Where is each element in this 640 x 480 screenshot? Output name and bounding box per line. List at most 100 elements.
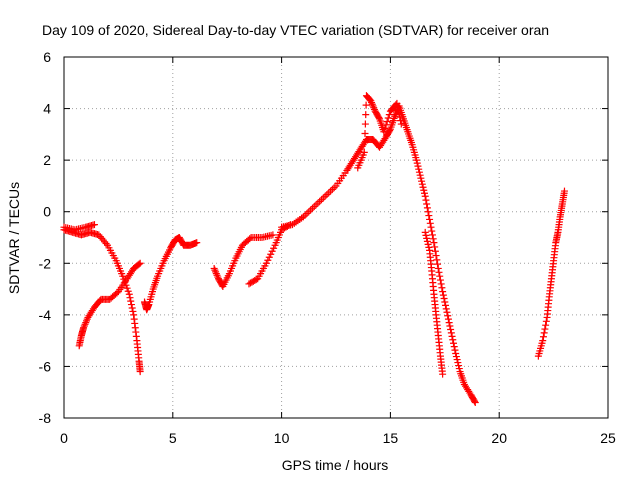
- data-point: [123, 284, 131, 292]
- data-point: [212, 270, 220, 278]
- data-point: [384, 114, 392, 122]
- data-point: [414, 162, 422, 170]
- series-segment-4h: [141, 234, 201, 314]
- data-point: [328, 185, 336, 193]
- data-point: [430, 239, 438, 247]
- data-point: [211, 266, 219, 274]
- data-point: [540, 329, 548, 337]
- data-point: [450, 343, 458, 351]
- data-point: [418, 177, 426, 185]
- data-point: [321, 192, 329, 200]
- data-point: [437, 280, 445, 288]
- plot-frame: [63, 56, 609, 419]
- y-tick-label: 0: [43, 204, 51, 220]
- data-point: [445, 319, 453, 327]
- data-point: [210, 264, 218, 272]
- data-point: [360, 148, 368, 156]
- y-axis-label: SDTVAR / TECUs: [6, 182, 22, 294]
- data-point: [327, 187, 335, 195]
- data-point: [446, 322, 454, 330]
- data-point: [421, 192, 429, 200]
- data-point: [448, 332, 456, 340]
- data-point: [423, 200, 431, 208]
- data-point: [380, 128, 388, 136]
- data-point: [303, 209, 311, 217]
- data-point: [442, 305, 450, 313]
- data-point: [450, 339, 458, 347]
- data-point: [127, 297, 135, 305]
- data-point: [471, 397, 479, 405]
- y-tick-label: -4: [39, 307, 52, 323]
- x-tick-labels: 0 5 10 15 20 25: [60, 430, 616, 446]
- data-point: [455, 362, 463, 370]
- data-point: [383, 117, 391, 125]
- data-point: [455, 365, 463, 373]
- data-point: [81, 320, 89, 328]
- x-tick-label: 0: [60, 430, 68, 446]
- data-point: [90, 221, 98, 229]
- data-point: [426, 219, 434, 227]
- data-point: [439, 288, 447, 296]
- data-point: [129, 307, 137, 315]
- data-point: [367, 97, 375, 105]
- data-point: [423, 237, 431, 245]
- data-point: [127, 301, 135, 309]
- data-point: [268, 247, 276, 255]
- y-tick-label: 6: [43, 49, 51, 65]
- data-point: [428, 231, 436, 239]
- data-point: [82, 317, 90, 325]
- data-point: [422, 231, 430, 239]
- data-point: [452, 350, 460, 358]
- data-point: [423, 234, 431, 242]
- data-point: [439, 291, 447, 299]
- data-point: [317, 196, 325, 204]
- data-point: [375, 114, 383, 122]
- data-point: [125, 290, 133, 298]
- data-point: [310, 203, 318, 211]
- data-point: [454, 359, 462, 367]
- data-point: [436, 272, 444, 280]
- x-tick-label: 25: [600, 430, 616, 446]
- data-point: [264, 256, 272, 264]
- data-point: [542, 321, 550, 329]
- data-point: [193, 239, 201, 247]
- data-point: [434, 260, 442, 268]
- y-tick-label: 4: [43, 101, 51, 117]
- data-point: [391, 112, 399, 120]
- data-point: [269, 231, 277, 239]
- data-point: [425, 243, 433, 251]
- data-point: [431, 247, 439, 255]
- data-point: [451, 346, 459, 354]
- data-point: [265, 253, 273, 261]
- series-segment-7h: [210, 231, 277, 290]
- data-point: [416, 171, 424, 179]
- data-point: [370, 105, 378, 113]
- data-point: [442, 301, 450, 309]
- data-point: [325, 189, 333, 197]
- data-point: [391, 111, 399, 119]
- data-point: [471, 399, 479, 407]
- chart-title: Day 109 of 2020, Sidereal Day-to-day VTE…: [42, 22, 549, 38]
- data-point: [447, 325, 455, 333]
- data-point: [308, 204, 316, 212]
- data-point: [136, 259, 144, 267]
- y-tick-label: -2: [39, 255, 52, 271]
- series-spike-14h: [354, 92, 405, 172]
- data-point: [395, 110, 403, 118]
- data-point: [368, 99, 376, 107]
- data-point: [385, 111, 393, 119]
- data-point: [382, 121, 390, 129]
- x-axis-label: GPS time / hours: [282, 457, 389, 473]
- data-point: [541, 325, 549, 333]
- data-point: [436, 276, 444, 284]
- data-point: [447, 329, 455, 337]
- data-point: [420, 186, 428, 194]
- data-point: [396, 113, 404, 121]
- data-point: [433, 256, 441, 264]
- data-point: [80, 324, 88, 332]
- x-tick-label: 15: [383, 430, 399, 446]
- data-point: [119, 272, 127, 280]
- data-point: [362, 111, 370, 119]
- series-branch-a: [60, 226, 144, 376]
